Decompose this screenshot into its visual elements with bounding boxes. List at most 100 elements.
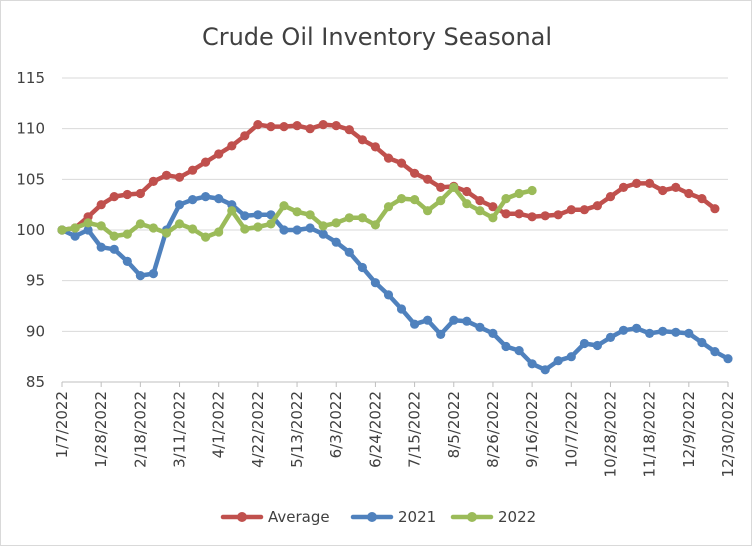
data-point: [227, 206, 237, 216]
data-point: [201, 157, 211, 167]
data-point: [697, 194, 707, 204]
data-point: [514, 209, 524, 219]
data-point: [174, 172, 185, 182]
legend-item: 2021: [350, 508, 436, 526]
data-point: [618, 325, 629, 335]
data-point: [592, 340, 603, 351]
data-point: [436, 182, 446, 192]
data-point: [540, 365, 550, 375]
x-tick-label: 4/22/2022: [249, 391, 267, 468]
data-point: [292, 121, 302, 131]
data-point: [684, 188, 694, 199]
data-point: [122, 256, 132, 266]
data-point: [96, 221, 106, 231]
data-point: [553, 356, 563, 366]
data-point: [632, 323, 642, 333]
series-lines: [57, 120, 733, 375]
data-point: [396, 158, 407, 168]
legend-swatch-marker: [367, 512, 377, 522]
data-point: [331, 237, 341, 247]
data-point: [671, 327, 681, 337]
x-tick-label: 9/16/2022: [523, 391, 541, 468]
data-point: [148, 176, 158, 186]
legend-swatch-marker: [467, 512, 477, 522]
series-2021: [57, 192, 733, 375]
x-tick-label: 8/26/2022: [484, 391, 502, 468]
data-point: [96, 242, 106, 252]
legend-label: Average: [268, 508, 330, 526]
data-point: [148, 269, 158, 279]
data-point: [292, 225, 302, 235]
data-point: [462, 186, 472, 197]
data-point: [475, 206, 485, 216]
data-point: [436, 329, 446, 339]
data-point: [527, 212, 537, 222]
x-tick-label: 10/7/2022: [562, 391, 580, 468]
y-tick-label: 110: [16, 120, 45, 138]
data-point: [357, 135, 367, 145]
data-point: [671, 182, 681, 192]
x-tick-label: 12/30/2022: [719, 391, 737, 477]
data-point: [266, 122, 276, 132]
y-tick-label: 95: [26, 272, 45, 290]
data-point: [135, 271, 145, 281]
data-point: [279, 201, 289, 211]
data-point: [592, 201, 603, 211]
legend-item: Average: [220, 508, 330, 526]
data-point: [475, 322, 485, 332]
data-point: [488, 202, 498, 212]
x-tick-label: 4/1/2022: [210, 391, 228, 458]
data-point: [488, 213, 498, 223]
data-point: [370, 278, 380, 288]
data-point: [410, 319, 420, 329]
x-tick-label: 7/15/2022: [406, 391, 424, 468]
data-point: [658, 185, 668, 196]
data-point: [632, 178, 642, 188]
data-point: [605, 332, 616, 342]
data-point: [527, 359, 537, 369]
data-point: [488, 328, 498, 338]
data-point: [566, 205, 576, 215]
data-point: [214, 227, 224, 237]
y-tick-label: 90: [26, 322, 45, 340]
x-axis-labels: 1/7/2022 1/28/2022 2/18/2022 3/11/2022 4/1/2…: [53, 382, 737, 477]
x-tick-label: 6/24/2022: [366, 391, 384, 468]
data-point: [436, 196, 446, 206]
data-point: [370, 142, 380, 152]
series-line: [59, 194, 731, 373]
data-point: [279, 122, 289, 132]
data-point: [227, 141, 237, 151]
data-point: [566, 352, 576, 362]
series-average: [57, 120, 720, 235]
data-point: [214, 194, 224, 204]
x-tick-label: 11/18/2022: [641, 391, 659, 477]
data-point: [122, 229, 132, 239]
data-point: [109, 231, 119, 241]
data-point: [501, 209, 511, 219]
series-line: [59, 122, 718, 233]
data-point: [514, 346, 524, 356]
data-point: [135, 219, 145, 229]
x-tick-label: 6/3/2022: [327, 391, 345, 458]
data-point: [462, 316, 472, 326]
data-point: [201, 192, 211, 202]
series-2022: [57, 182, 537, 242]
data-point: [553, 210, 563, 220]
data-point: [201, 232, 211, 242]
data-point: [410, 168, 420, 178]
x-tick-label: 10/28/2022: [601, 391, 619, 477]
data-point: [174, 219, 185, 229]
data-point: [240, 131, 250, 141]
legend: Average 2021 2022: [220, 508, 536, 526]
data-point: [344, 125, 354, 135]
data-point: [423, 174, 433, 184]
data-point: [449, 315, 459, 325]
data-point: [501, 341, 511, 352]
data-point: [475, 196, 485, 206]
data-point: [188, 224, 198, 234]
data-point: [109, 192, 119, 202]
data-point: [618, 182, 629, 192]
data-point: [383, 153, 394, 163]
data-point: [161, 170, 172, 180]
